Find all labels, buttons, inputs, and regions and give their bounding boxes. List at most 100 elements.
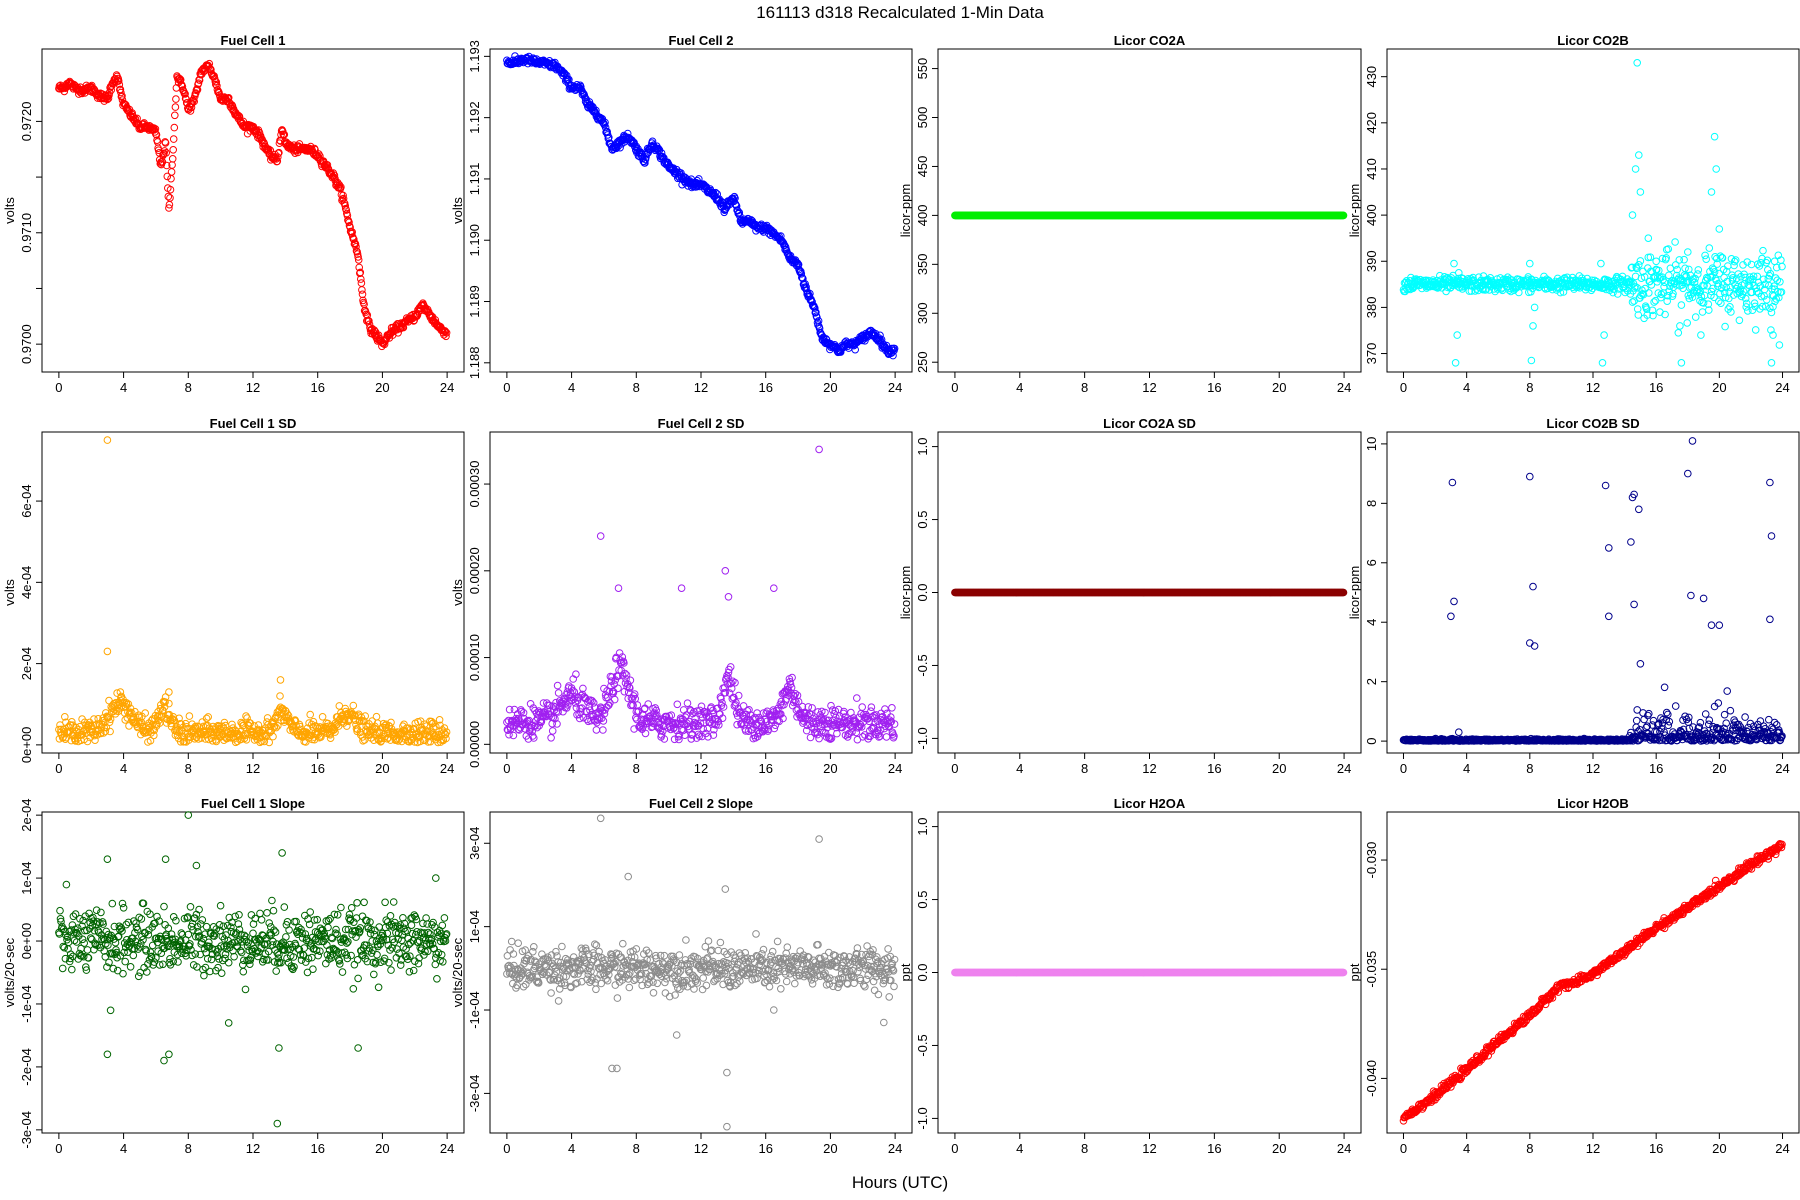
data-point bbox=[274, 149, 283, 158]
data-point bbox=[853, 694, 861, 702]
data-point bbox=[1644, 234, 1653, 242]
data-point bbox=[1771, 274, 1780, 282]
data-point bbox=[105, 88, 114, 97]
data-point bbox=[724, 593, 733, 601]
data-point bbox=[1676, 322, 1684, 330]
data-point bbox=[882, 733, 891, 741]
x-tick-label: 0 bbox=[1400, 380, 1407, 395]
data-point bbox=[165, 204, 173, 212]
data-point bbox=[596, 532, 605, 540]
data-point bbox=[330, 171, 339, 180]
y-tick-label: 1.189 bbox=[467, 285, 482, 318]
y-tick-label: 390 bbox=[1364, 250, 1379, 272]
data-point bbox=[509, 731, 518, 740]
data-point bbox=[235, 112, 244, 121]
data-point bbox=[181, 90, 189, 98]
x-tick-label: 0 bbox=[951, 380, 958, 395]
data-point bbox=[273, 157, 282, 166]
data-point bbox=[1710, 132, 1719, 141]
data-point bbox=[601, 123, 610, 132]
data-points bbox=[951, 588, 1348, 597]
data-point bbox=[169, 135, 178, 143]
data-point bbox=[224, 94, 233, 102]
y-tick-label: 1.191 bbox=[467, 163, 482, 196]
data-point bbox=[1451, 359, 1460, 367]
data-point bbox=[133, 114, 141, 123]
panel-title: Fuel Cell 2 SD bbox=[658, 416, 745, 431]
data-point bbox=[353, 250, 362, 258]
x-tick-label: 24 bbox=[1337, 761, 1351, 776]
y-tick-label: 420 bbox=[1364, 112, 1379, 134]
data-point bbox=[166, 185, 175, 194]
x-tick-label: 20 bbox=[375, 380, 389, 395]
y-tick-label: 0.0 bbox=[915, 583, 930, 601]
x-tick-label: 24 bbox=[888, 380, 902, 395]
data-point bbox=[397, 319, 406, 327]
data-point bbox=[1707, 188, 1716, 196]
data-point bbox=[1527, 356, 1536, 365]
y-tick-label: 6e-04 bbox=[19, 484, 34, 517]
data-point bbox=[677, 584, 686, 593]
data-point bbox=[103, 95, 112, 104]
data-point bbox=[171, 111, 179, 120]
x-tick-label: 4 bbox=[1463, 380, 1470, 395]
x-tick-label: 12 bbox=[246, 761, 260, 776]
y-tick-label: 400 bbox=[915, 205, 930, 227]
y-axis-label: volts bbox=[2, 579, 17, 606]
data-point bbox=[641, 159, 649, 167]
data-point bbox=[163, 172, 172, 181]
y-tick-label: 430 bbox=[1364, 66, 1379, 88]
data-point bbox=[1600, 331, 1608, 339]
x-axis-label: Hours (UTC) bbox=[852, 1173, 948, 1192]
y-tick-label: 400 bbox=[1364, 204, 1379, 226]
x-tick-label: 0 bbox=[503, 380, 510, 395]
y-tick-label: 0.00020 bbox=[467, 547, 482, 594]
data-point bbox=[554, 689, 563, 697]
data-point bbox=[623, 129, 632, 138]
x-tick-label: 12 bbox=[694, 761, 708, 776]
data-point bbox=[198, 66, 207, 74]
y-tick-label: 0.00000 bbox=[467, 721, 482, 768]
data-point bbox=[721, 567, 730, 575]
data-point bbox=[1680, 255, 1688, 264]
data-point bbox=[1767, 359, 1776, 367]
data-point bbox=[178, 82, 187, 91]
data-point bbox=[1652, 257, 1660, 266]
data-points bbox=[55, 436, 451, 747]
data-point bbox=[1698, 308, 1707, 316]
x-tick-label: 24 bbox=[440, 380, 454, 395]
y-tick-label: 500 bbox=[915, 107, 930, 129]
data-point bbox=[1635, 151, 1643, 159]
y-axis-label: volts bbox=[450, 197, 465, 224]
x-tick-label: 8 bbox=[1081, 380, 1088, 395]
y-axis-label: licor-ppm bbox=[898, 184, 913, 237]
data-point bbox=[352, 243, 360, 251]
data-point bbox=[1712, 165, 1720, 173]
data-point bbox=[165, 688, 173, 696]
data-point bbox=[1526, 259, 1534, 268]
plot-frame bbox=[937, 48, 1362, 373]
x-tick-label: 20 bbox=[375, 761, 389, 776]
data-point bbox=[190, 97, 198, 106]
data-point bbox=[858, 703, 867, 711]
y-tick-label: -1.0 bbox=[915, 727, 930, 749]
data-points bbox=[55, 59, 451, 351]
x-tick-label: 24 bbox=[440, 761, 454, 776]
data-point bbox=[1633, 59, 1641, 67]
data-point bbox=[1636, 188, 1645, 196]
data-point bbox=[115, 80, 124, 89]
data-point bbox=[1684, 248, 1692, 256]
data-point bbox=[105, 696, 113, 705]
x-tick-label: 12 bbox=[1586, 380, 1600, 395]
x-tick-label: 20 bbox=[1712, 380, 1726, 395]
data-point bbox=[351, 239, 359, 247]
data-point bbox=[194, 79, 203, 87]
y-tick-label: 1.0 bbox=[915, 438, 930, 456]
data-point bbox=[614, 684, 622, 693]
data-point bbox=[228, 102, 237, 110]
y-tick-label: 1.190 bbox=[467, 224, 482, 257]
data-point bbox=[1705, 244, 1714, 252]
